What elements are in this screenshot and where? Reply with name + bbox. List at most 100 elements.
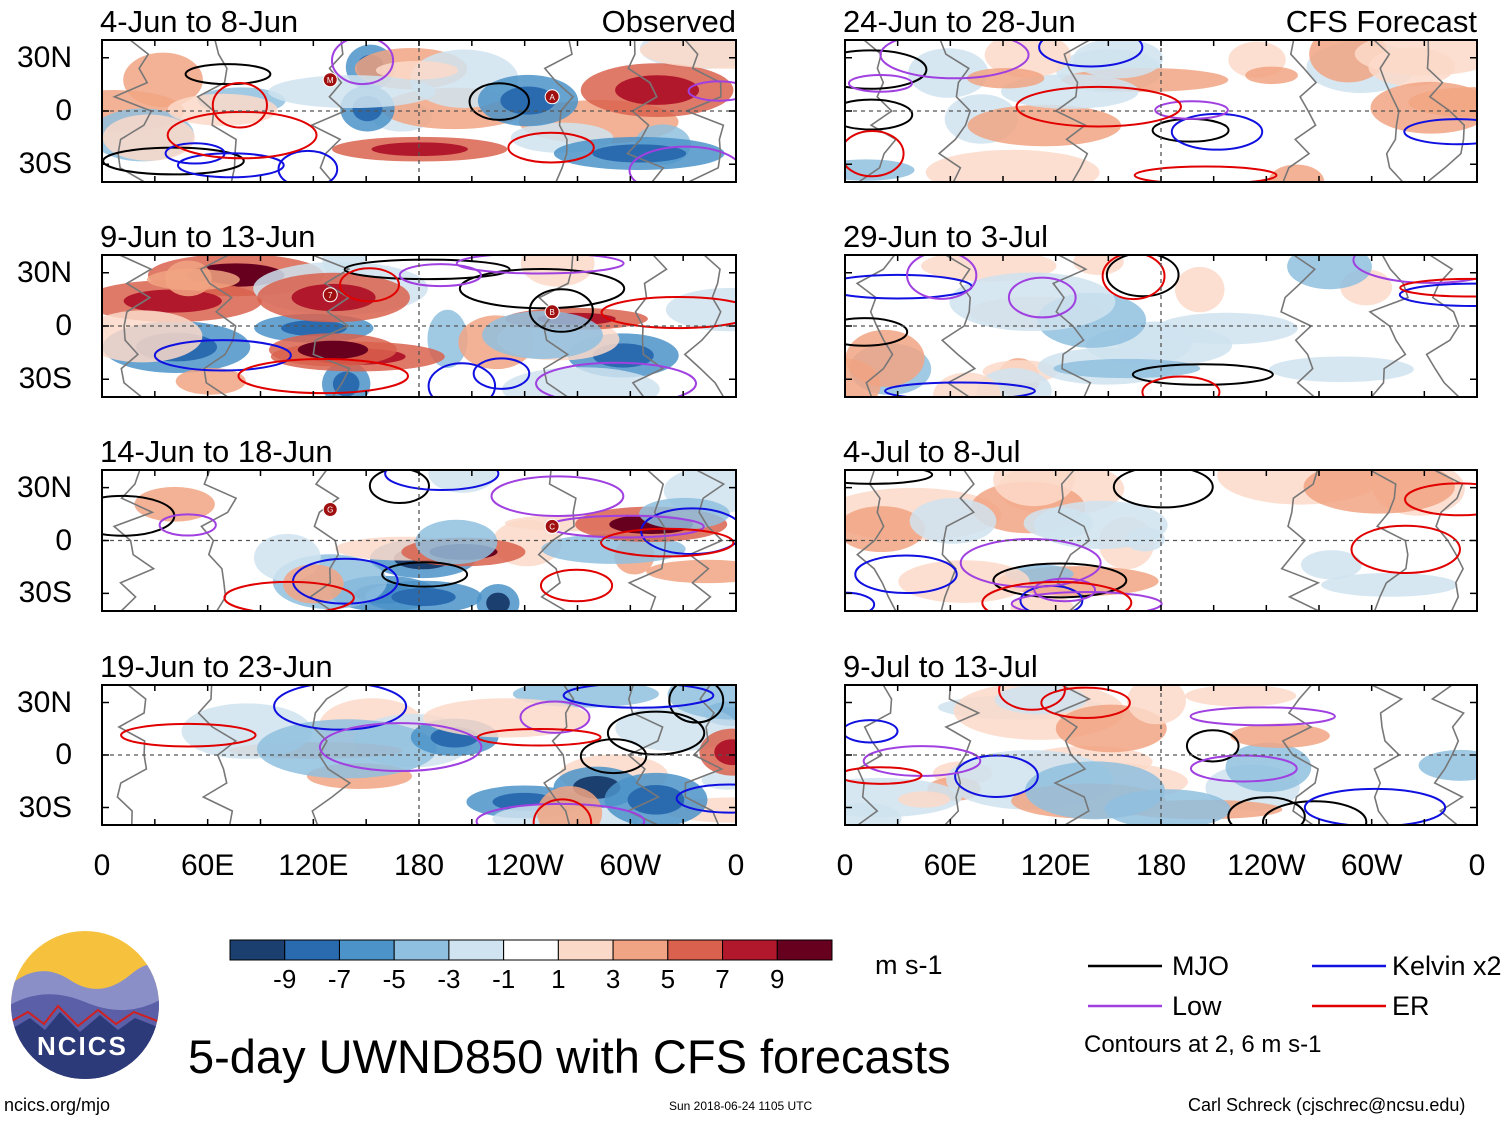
anomaly-blob	[375, 61, 459, 80]
anomaly-blob	[1127, 685, 1186, 725]
colorbar-swatch	[229, 939, 286, 961]
anomaly-core	[714, 739, 736, 766]
legend-label-mjo: MJO	[1172, 951, 1229, 981]
anomaly-blob	[898, 791, 951, 808]
contour-er	[211, 82, 268, 129]
storm-marker-letter: C	[549, 522, 555, 531]
contour-mjo	[528, 288, 594, 333]
longitude-label: 0	[727, 849, 745, 882]
colorbar-swatch	[667, 939, 724, 961]
latitude-label: 30N	[16, 40, 72, 74]
colorbar-tick-label: 5	[660, 964, 676, 994]
panel-title: 14-Jun to 18-Jun	[100, 434, 333, 469]
colorbar-swatch	[338, 939, 395, 961]
anomaly-blob	[175, 367, 246, 395]
contour-low	[475, 802, 646, 825]
chart-title: 5-day UWND850 with CFS forecasts	[188, 1030, 951, 1083]
contour-low	[1352, 255, 1477, 284]
latitude-label: 0	[55, 738, 72, 771]
panel-title: 24-Jun to 28-Jun	[843, 4, 1076, 39]
anomaly-core	[615, 75, 700, 105]
anomaly-blob	[1155, 312, 1298, 345]
coastline	[855, 255, 896, 397]
contour-er	[1040, 686, 1131, 719]
contour-kelvin-x2	[472, 357, 531, 390]
contour-kelvin-x2	[153, 339, 292, 372]
colorbar	[229, 939, 833, 961]
latitude-label: 30N	[16, 255, 72, 289]
contour-mjo	[1262, 800, 1368, 825]
contour-low	[1189, 754, 1298, 783]
anomaly-core	[371, 142, 468, 156]
colorbar-swatch	[448, 939, 505, 961]
contour-low	[331, 40, 395, 86]
longitude-label: 120E	[1020, 849, 1091, 882]
colorbar-swatch	[722, 939, 778, 961]
colorbar-tick-label: 9	[770, 964, 785, 994]
contour-er	[507, 131, 595, 164]
coastline	[856, 685, 893, 825]
coastline	[1430, 685, 1465, 825]
contour-er	[1133, 165, 1278, 182]
panel-title: 9-Jun to 13-Jun	[100, 219, 316, 254]
footer-author: Carl Schreck (cjschrec@ncsu.edu)	[1188, 1095, 1466, 1115]
colorbar-tick-label: -1	[492, 964, 516, 994]
panel-3: GC	[101, 469, 737, 612]
anomaly-blob	[1287, 255, 1372, 290]
colorbar-tick-label: -3	[437, 964, 461, 994]
coastline	[199, 255, 237, 397]
contour-kelvin-x2	[675, 783, 736, 814]
contour-er	[998, 685, 1066, 711]
contour-er	[600, 527, 735, 558]
contour-kelvin-x2	[640, 507, 736, 556]
contour-mjo	[1131, 363, 1274, 386]
longitude-label: 120E	[278, 849, 349, 882]
contour-low	[847, 73, 913, 93]
anomaly-blob	[639, 497, 730, 530]
contour-mjo	[458, 267, 626, 310]
contour-low	[1154, 100, 1229, 120]
contour-kelvin-x2	[884, 381, 1036, 397]
panel-title: 19-Jun to 23-Jun	[100, 649, 333, 684]
contour-kelvin-x2	[273, 685, 408, 731]
longitude-label: 0	[93, 849, 111, 882]
colorbar-tick-label: 1	[551, 964, 566, 994]
contour-er	[1399, 277, 1477, 298]
contour-mjo	[1112, 470, 1214, 509]
contour-low	[158, 513, 217, 537]
contour-low	[455, 255, 625, 275]
contour-low	[398, 263, 482, 288]
anomaly-blob	[146, 268, 240, 291]
contour-low	[519, 700, 591, 734]
contour-er	[1404, 482, 1477, 517]
latitude-label: 30S	[18, 576, 72, 610]
anomaly-blob	[1073, 40, 1164, 79]
contour-er	[120, 722, 257, 748]
storm-marker: B	[544, 304, 560, 320]
latitude-label: 0	[55, 523, 72, 557]
contour-kelvin-x2	[427, 362, 497, 397]
anomaly-blob	[908, 48, 989, 98]
contour-low	[879, 40, 1030, 80]
contour-kelvin-x2	[845, 719, 899, 744]
coastline	[687, 470, 726, 611]
coastline	[684, 685, 724, 825]
anomaly-blob	[932, 372, 1002, 397]
contour-low	[1189, 706, 1336, 727]
contour-low	[318, 722, 483, 773]
footer-website[interactable]: ncics.org/mjo	[4, 1095, 111, 1115]
storm-marker-letter: M	[327, 76, 334, 85]
colorbar-swatch	[393, 939, 450, 961]
coastline	[543, 685, 575, 825]
storm-marker-letter: 7	[328, 291, 333, 300]
longitude-label: 180	[393, 849, 445, 882]
coastline	[937, 40, 972, 182]
panel-title: 29-Jun to 3-Jul	[843, 219, 1049, 254]
anomaly-blob	[415, 519, 498, 565]
anomaly-blob	[646, 559, 736, 584]
coastline	[1282, 40, 1318, 182]
contour-kelvin-x2	[1398, 282, 1477, 307]
contour-kelvin-x2	[954, 754, 1039, 798]
